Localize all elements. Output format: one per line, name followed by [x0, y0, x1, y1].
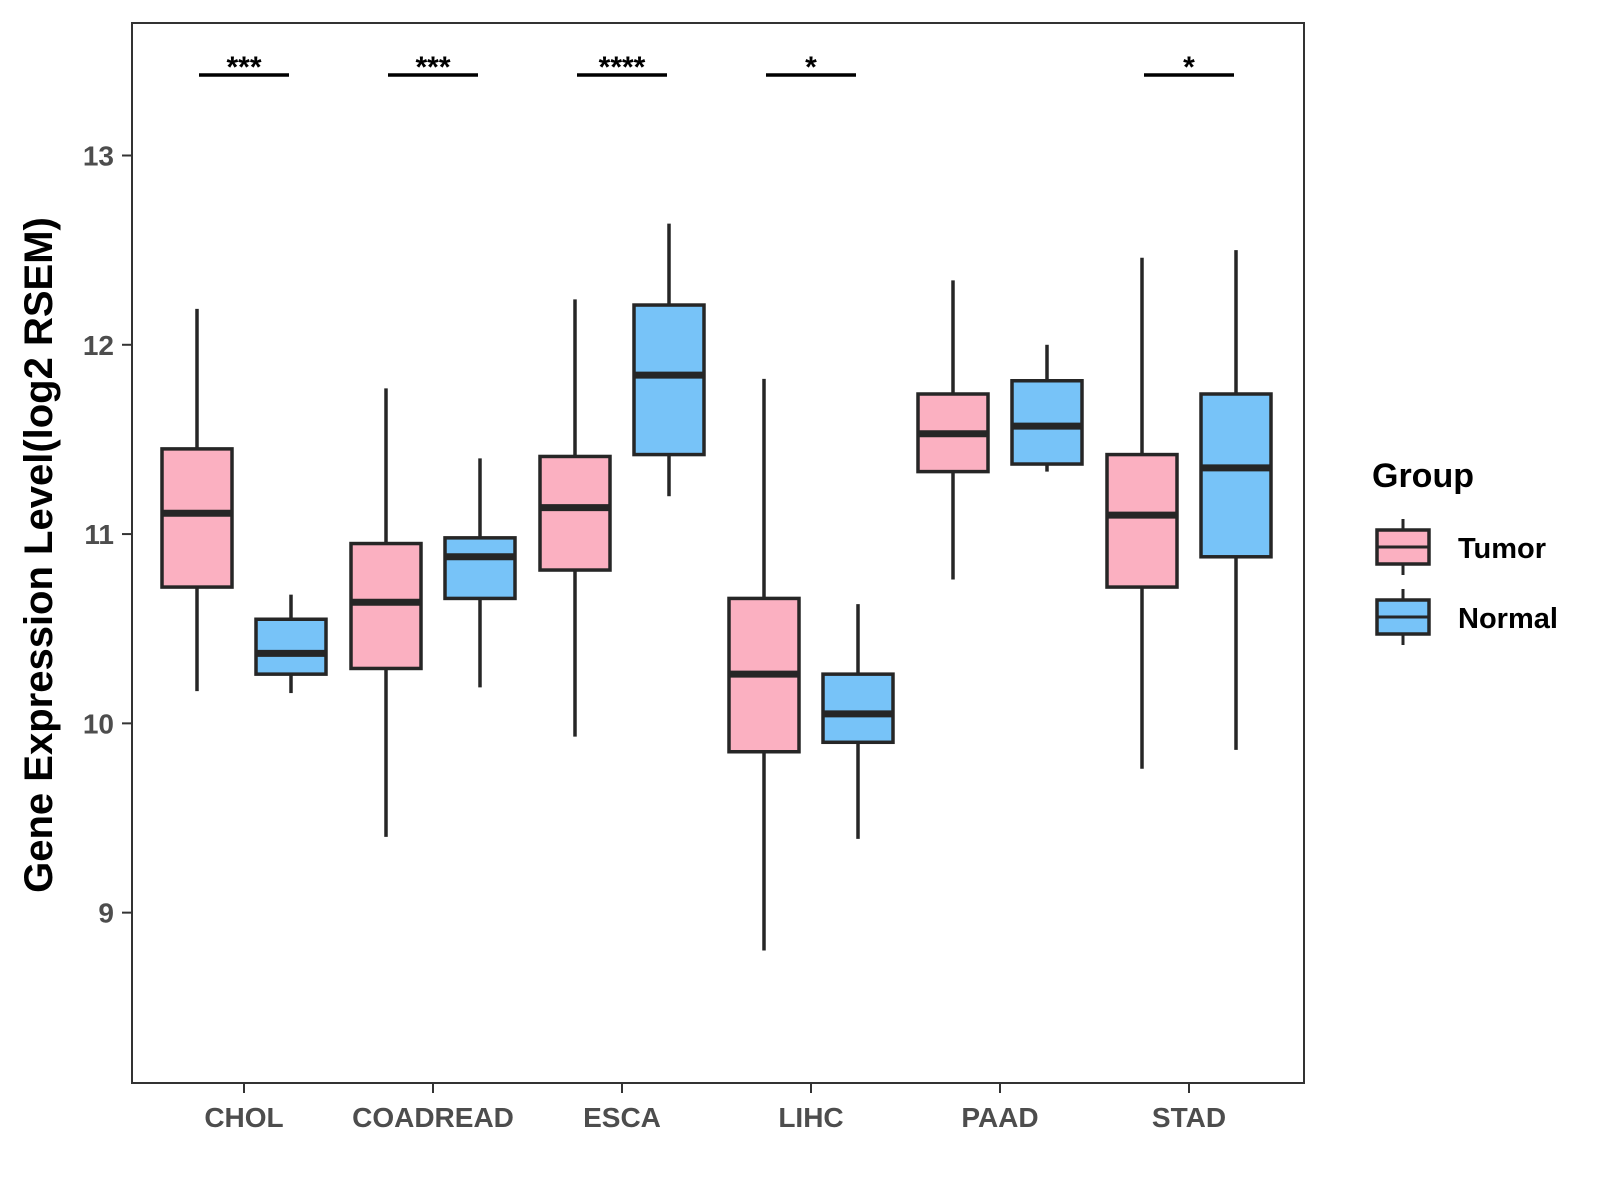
box-tumor-chol: [160, 308, 234, 692]
legend: Group Tumor Normal: [1372, 457, 1558, 645]
box-tumor-lihc: [727, 378, 801, 951]
y-axis-title: Gene Expression Level(log2 RSEM): [17, 217, 61, 893]
boxes-layer: [160, 223, 1273, 951]
x-tick-label-chol: CHOL: [204, 1102, 283, 1133]
x-tick-label-coadread: COADREAD: [352, 1102, 514, 1133]
box-normal-coadread: [443, 458, 517, 688]
box-body: [1010, 379, 1084, 466]
box-normal-chol: [254, 594, 328, 694]
box-body: [538, 454, 612, 572]
legend-label-normal: Normal: [1458, 603, 1558, 635]
legend-key-tumor: [1375, 519, 1431, 575]
box-normal-lihc: [821, 604, 895, 839]
box-body: [349, 541, 423, 671]
significance-layer: *** *** **** * *: [199, 51, 1234, 84]
box-body: [160, 447, 234, 589]
box-normal-stad: [1199, 250, 1273, 750]
box-tumor-coadread: [349, 388, 423, 837]
box-body: [1199, 392, 1273, 559]
box-body: [632, 303, 706, 457]
significance-label-stad: *: [1183, 51, 1195, 84]
box-normal-esca: [632, 223, 706, 497]
significance-label-lihc: *: [805, 51, 817, 84]
x-tick-label-stad: STAD: [1152, 1102, 1226, 1133]
y-tick-label: 11: [84, 519, 114, 550]
box-body: [443, 536, 517, 601]
x-axis: CHOL COADREAD ESCA LIHC PAAD STAD: [204, 1083, 1226, 1133]
box-tumor-esca: [538, 299, 612, 737]
box-body: [1105, 452, 1179, 589]
legend-title: Group: [1372, 457, 1474, 495]
box-normal-paad: [1010, 344, 1084, 472]
x-tick-label-esca: ESCA: [583, 1102, 661, 1133]
box-body: [821, 672, 895, 745]
box-tumor-stad: [1105, 257, 1179, 769]
y-axis: 9 10 11 12 13: [83, 141, 132, 929]
significance-label-esca: ****: [599, 51, 646, 84]
y-tick-label: 13: [83, 141, 114, 172]
legend-key-normal: [1375, 589, 1431, 645]
significance-label-coadread: ***: [415, 51, 450, 84]
y-tick-label: 12: [83, 330, 114, 361]
y-tick-label: 9: [98, 898, 114, 929]
significance-label-chol: ***: [226, 51, 261, 84]
y-tick-label: 10: [83, 708, 114, 739]
x-tick-label-lihc: LIHC: [778, 1102, 843, 1133]
box-body: [254, 617, 328, 676]
x-tick-label-paad: PAAD: [961, 1102, 1038, 1133]
legend-label-tumor: Tumor: [1458, 533, 1546, 565]
box-tumor-paad: [916, 280, 990, 580]
